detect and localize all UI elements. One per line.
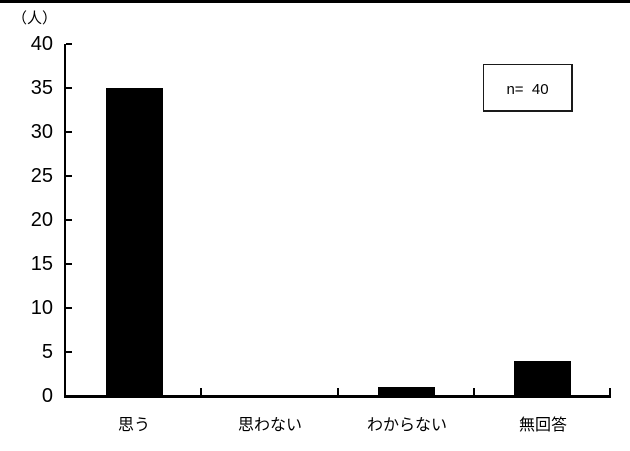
y-tick-label: 20 [30,209,53,231]
y-axis [64,44,66,398]
x-category-label: わからない [366,417,447,434]
y-tick-mark [66,131,72,133]
y-tick-label: 25 [30,165,53,187]
y-tick-mark [66,87,72,89]
y-tick-mark [66,307,72,309]
x-tick-mark [473,388,475,395]
y-tick-label: 15 [30,253,53,275]
y-tick-mark [66,175,72,177]
x-tick-mark [337,388,339,395]
y-tick-label: 40 [30,33,53,55]
y-tick-mark [66,219,72,221]
y-axis-unit-label: （人） [12,10,58,27]
legend-n-box: n= 40 [483,64,573,112]
x-tick-mark [200,388,202,395]
bar-思う [106,88,163,396]
x-axis [64,395,611,398]
y-tick-label: 35 [30,77,53,99]
legend-n-label: n= 40 [506,80,549,98]
x-tick-mark [609,388,611,395]
y-tick-mark [66,263,72,265]
y-tick-label: 30 [30,121,53,143]
x-category-label: 思わない [237,417,302,434]
bar-無回答 [514,361,571,396]
y-tick-mark [66,351,72,353]
x-category-label: 思う [117,417,150,434]
bar-わからない [378,387,435,396]
y-tick-label: 5 [41,341,53,363]
x-category-label: 無回答 [518,417,567,434]
y-tick-mark [66,43,72,45]
y-tick-label: 10 [30,297,53,319]
top-rule [0,0,630,3]
y-tick-label: 0 [41,385,53,407]
